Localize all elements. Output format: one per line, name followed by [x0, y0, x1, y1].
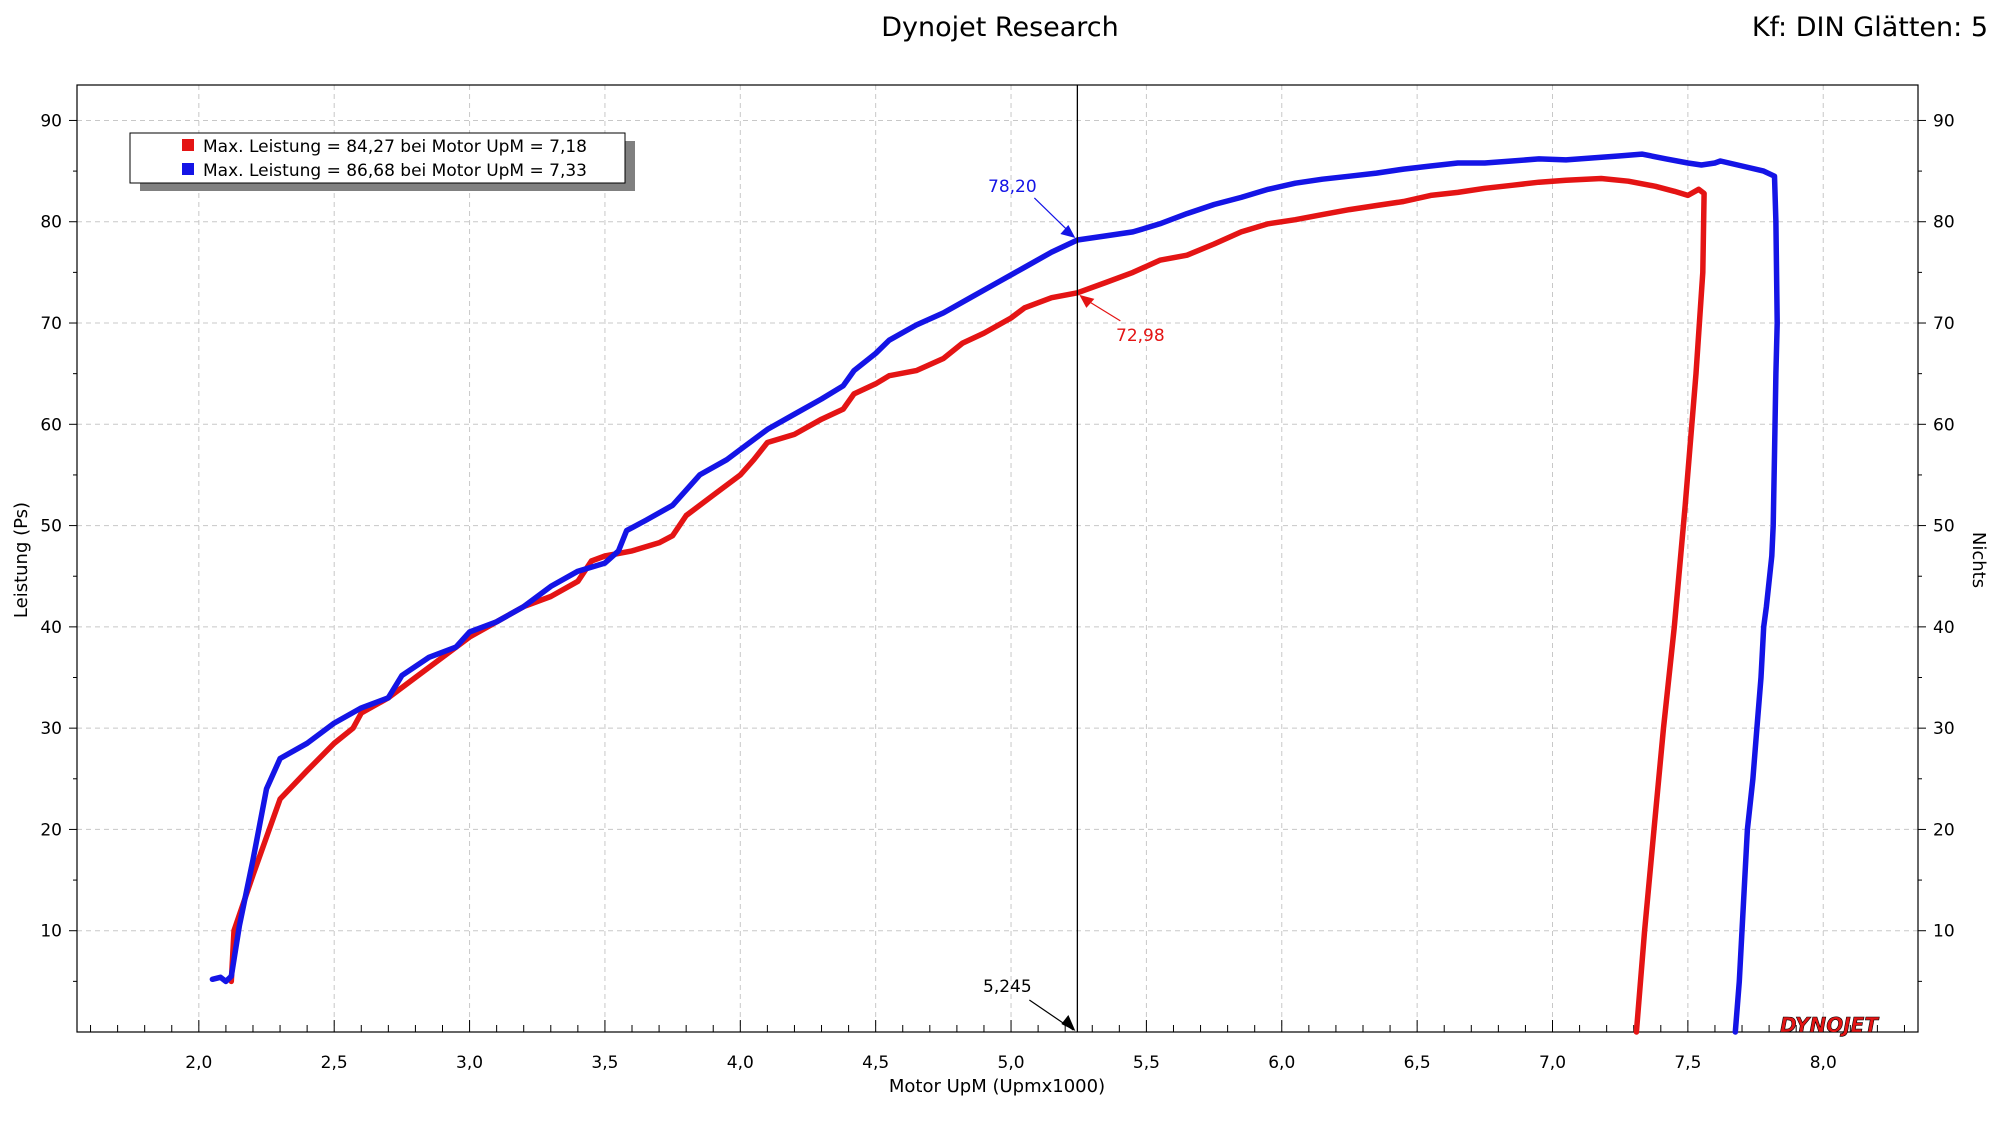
y2-tick-label: 40: [1933, 618, 1955, 638]
legend-swatch-run1: [182, 139, 194, 151]
y-tick-label: 20: [40, 820, 62, 840]
x-tick-label: 2,5: [321, 1053, 348, 1073]
x-tick-label: 4,5: [862, 1053, 889, 1073]
x-axis-title: Motor UpM (Upmx1000): [889, 1076, 1105, 1097]
series-line-run2: [209, 151, 1780, 1035]
y-axis-title: Leistung (Ps): [11, 502, 32, 618]
cursor-value-label: 5,245: [983, 977, 1032, 997]
x-tick-label: 6,0: [1268, 1053, 1295, 1073]
y2-tick-label: 20: [1933, 820, 1955, 840]
y2-tick-label: 50: [1933, 517, 1955, 537]
grid: [77, 85, 1918, 1032]
y-tick-label: 60: [40, 415, 62, 435]
axis-ticks: 2,0 2,5 3,0 3,5 4,0 4,5 5,0 5,5 6,0 6,5 7,0 7,5 8,0 1…: [40, 111, 1954, 1073]
y2-tick-label: 30: [1933, 719, 1955, 739]
y-tick-label: 70: [40, 314, 62, 334]
plot-frame: [76, 84, 1919, 1033]
dynojet-logo: DYNOJET: [1780, 1013, 1879, 1037]
cursor-arrow-head: [1061, 1015, 1076, 1031]
y2-tick-label: 80: [1933, 213, 1955, 233]
chart-title: Dynojet Research: [881, 12, 1119, 43]
legend: Max. Leistung = 84,27 bei Motor UpM = 7,…: [129, 132, 635, 191]
x-tick-label: 3,0: [456, 1053, 483, 1073]
x-tick-label: 7,0: [1539, 1053, 1566, 1073]
annotation-run2-value: 78,20: [988, 177, 1037, 197]
y2-axis-title: Nichts: [1968, 532, 1989, 588]
y2-tick-label: 10: [1933, 922, 1955, 942]
legend-entry-run1: Max. Leistung = 84,27 bei Motor UpM = 7,…: [203, 137, 587, 157]
y-tick-label: 40: [40, 618, 62, 638]
x-tick-label: 2,0: [185, 1053, 212, 1073]
x-tick-label: 5,5: [1133, 1053, 1160, 1073]
y2-tick-label: 90: [1933, 111, 1955, 131]
y-tick-label: 90: [40, 111, 62, 131]
y2-tick-label: 70: [1933, 314, 1955, 334]
x-tick-label: 6,5: [1404, 1053, 1431, 1073]
x-tick-label: 7,5: [1674, 1053, 1701, 1073]
x-tick-label: 4,0: [727, 1053, 754, 1073]
x-tick-label: 8,0: [1810, 1053, 1837, 1073]
x-tick-label: 3,5: [591, 1053, 618, 1073]
y-tick-label: 10: [40, 922, 62, 942]
y-tick-label: 80: [40, 213, 62, 233]
series-layer: [209, 151, 1780, 1035]
legend-box: [129, 132, 626, 184]
series-line-run1: [228, 175, 1707, 1035]
x-tick-label: 5,0: [998, 1053, 1025, 1073]
annotations: 5,245 78,20 72,98: [983, 177, 1165, 1031]
y-tick-label: 50: [40, 517, 62, 537]
annotation-run2-arrowhead: [1060, 224, 1076, 238]
y2-tick-label: 60: [1933, 415, 1955, 435]
legend-swatch-run2: [182, 163, 194, 175]
annotation-run1-arrowhead: [1079, 294, 1095, 308]
legend-entry-run2: Max. Leistung = 86,68 bei Motor UpM = 7,…: [203, 161, 587, 181]
annotation-run1-value: 72,98: [1116, 326, 1165, 346]
y-tick-label: 30: [40, 719, 62, 739]
correction-factor-label: Kf: DIN Glätten: 5: [1751, 12, 1988, 43]
